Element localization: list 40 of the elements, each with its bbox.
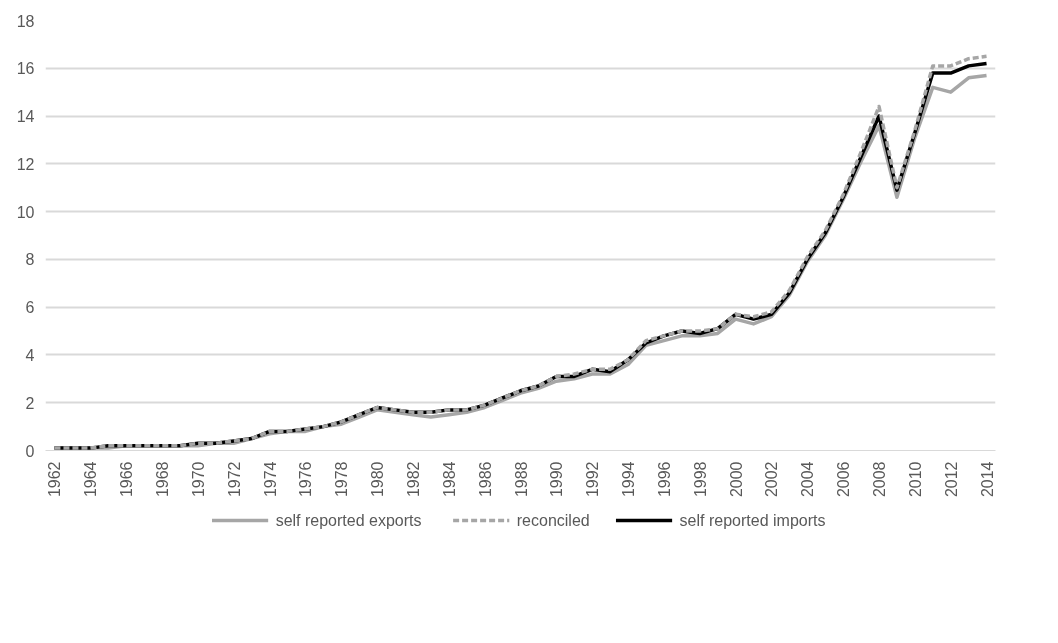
x-tick-label: 1962	[46, 461, 64, 498]
x-tick-label: 2004	[799, 461, 817, 498]
x-tick-label: 2012	[942, 461, 960, 498]
x-tick-label: 1978	[333, 461, 351, 498]
y-tick-label: 14	[16, 108, 35, 126]
y-tick-label: 4	[25, 346, 35, 364]
x-tick-label: 1980	[369, 461, 387, 498]
y-tick-label: 18	[16, 12, 35, 30]
y-tick-label: 8	[25, 251, 35, 269]
x-tick-label: 2010	[906, 461, 924, 498]
y-tick-label: 12	[16, 155, 35, 173]
x-tick-label: 2006	[835, 461, 853, 498]
x-tick-label: 2000	[727, 461, 745, 498]
x-tick-label: 1974	[261, 461, 279, 498]
x-tick-label: 1964	[82, 461, 100, 498]
x-tick-label: 2014	[978, 461, 996, 498]
x-tick-label: 1996	[655, 461, 673, 498]
x-tick-label: 1998	[691, 461, 709, 498]
y-tick-label: 6	[25, 299, 35, 317]
legend-label: self reported exports	[275, 512, 422, 529]
x-tick-label: 2002	[763, 461, 781, 498]
x-tick-label: 1982	[404, 461, 422, 498]
x-tick-label: 2008	[870, 461, 888, 498]
x-tick-label: 1968	[154, 461, 172, 498]
y-tick-label: 16	[16, 60, 35, 78]
legend-label: self reported imports	[679, 512, 826, 529]
y-tick-label: 10	[16, 203, 35, 221]
x-tick-label: 1984	[440, 461, 458, 498]
y-tick-label: 2	[25, 394, 35, 412]
x-tick-label: 1990	[548, 461, 566, 498]
x-tick-label: 1992	[584, 461, 602, 498]
x-tick-label: 1970	[189, 461, 207, 498]
x-tick-label: 1988	[512, 461, 530, 498]
x-tick-label: 1966	[118, 461, 136, 498]
y-tick-label: 0	[25, 442, 35, 460]
x-tick-label: 1972	[225, 461, 243, 498]
x-tick-label: 1994	[620, 461, 638, 498]
x-tick-label: 1976	[297, 461, 315, 498]
x-tick-label: 1986	[476, 461, 494, 498]
legend-label: reconciled	[516, 512, 590, 529]
